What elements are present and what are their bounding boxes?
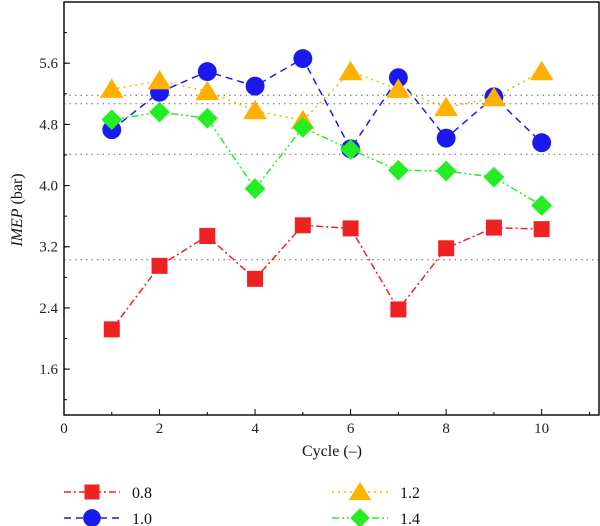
data-point-1.4 bbox=[244, 178, 266, 200]
legend-marker bbox=[83, 509, 101, 526]
y-tick-label: 4.0 bbox=[39, 179, 58, 195]
y-tick-label: 4.8 bbox=[39, 117, 58, 133]
data-point-1.0 bbox=[436, 128, 456, 148]
data-point-1.2 bbox=[99, 78, 124, 98]
legend-label: 1.0 bbox=[132, 511, 152, 526]
data-point-1.4 bbox=[340, 139, 362, 161]
y-tick-label: 2.4 bbox=[39, 301, 58, 317]
legend-item-1.2: 1.2 bbox=[332, 481, 420, 502]
data-point-1.0 bbox=[245, 76, 265, 96]
legend-item-1.4: 1.4 bbox=[332, 508, 420, 526]
data-point-1.0 bbox=[293, 49, 313, 69]
series-1.4 bbox=[101, 101, 553, 216]
x-tick-label: 0 bbox=[60, 421, 68, 437]
data-point-1.2 bbox=[338, 60, 363, 81]
legend-label: 1.4 bbox=[400, 511, 420, 526]
data-point-0.8 bbox=[533, 221, 550, 238]
data-point-1.4 bbox=[149, 101, 170, 123]
legend-item-1.0: 1.0 bbox=[64, 509, 152, 526]
x-tick-label: 8 bbox=[442, 421, 450, 437]
x-tick-label: 10 bbox=[534, 421, 549, 437]
data-point-0.8 bbox=[199, 228, 216, 245]
x-tick-label: 4 bbox=[251, 421, 259, 437]
data-point-0.8 bbox=[390, 301, 407, 318]
axis-ticks: 0 2 4 6 8 10 1.6 2.4 3.2 4.0 4.8 5.6 bbox=[39, 32, 590, 437]
data-point-1.2 bbox=[243, 99, 267, 120]
data-point-0.8 bbox=[103, 321, 120, 338]
y-tick-label: 3.2 bbox=[39, 240, 58, 256]
data-point-1.2 bbox=[147, 69, 172, 90]
plot-frame bbox=[63, 1, 600, 416]
data-point-0.8 bbox=[485, 219, 502, 236]
data-point-1.4 bbox=[531, 195, 553, 216]
y-tick-label: 5.6 bbox=[39, 56, 58, 72]
legend-item-0.8: 0.8 bbox=[64, 484, 152, 502]
data-point-0.8 bbox=[342, 220, 359, 237]
series-0.8 bbox=[103, 217, 550, 338]
series-line-1.2 bbox=[111, 70, 543, 122]
data-point-1.4 bbox=[196, 107, 218, 129]
data-point-0.8 bbox=[438, 240, 455, 257]
data-point-1.0 bbox=[532, 133, 552, 153]
data-point-1.0 bbox=[388, 68, 408, 88]
y-tick-label: 1.6 bbox=[39, 362, 58, 378]
data-point-1.4 bbox=[292, 117, 314, 138]
legend-label: 1.2 bbox=[400, 485, 420, 502]
data-point-1.4 bbox=[387, 159, 409, 181]
data-point-1.4 bbox=[483, 166, 505, 188]
legend-label: 0.8 bbox=[132, 485, 152, 502]
y-axis-title-variable: IMEP bbox=[9, 208, 26, 247]
x-axis-title: Cycle (–) bbox=[302, 443, 362, 460]
x-tick-label: 6 bbox=[347, 421, 355, 437]
data-point-1.2 bbox=[386, 78, 411, 98]
data-point-1.2 bbox=[482, 86, 506, 107]
data-point-1.0 bbox=[197, 62, 217, 82]
legend: 0.8 1.0 1.2 1.4 bbox=[64, 481, 420, 526]
data-point-0.8 bbox=[294, 217, 311, 234]
x-tick-label: 2 bbox=[156, 421, 164, 437]
series-line-1.4 bbox=[111, 111, 543, 207]
data-point-1.2 bbox=[434, 96, 459, 117]
data-point-1.2 bbox=[529, 60, 554, 81]
data-point-0.8 bbox=[151, 257, 168, 274]
data-point-0.8 bbox=[247, 270, 264, 287]
data-point-1.4 bbox=[435, 160, 457, 182]
data-point-1.4 bbox=[101, 109, 123, 131]
series-line-0.8 bbox=[111, 224, 542, 330]
y-axis-title-unit: (bar) bbox=[9, 173, 26, 208]
legend-marker bbox=[348, 481, 372, 501]
legend-marker bbox=[84, 484, 100, 500]
legend-marker bbox=[350, 508, 370, 526]
data-point-1.2 bbox=[195, 80, 220, 101]
y-axis-title: IMEP (bar) bbox=[9, 173, 26, 247]
series-layer bbox=[99, 49, 554, 338]
series-line-1.0 bbox=[111, 57, 543, 151]
